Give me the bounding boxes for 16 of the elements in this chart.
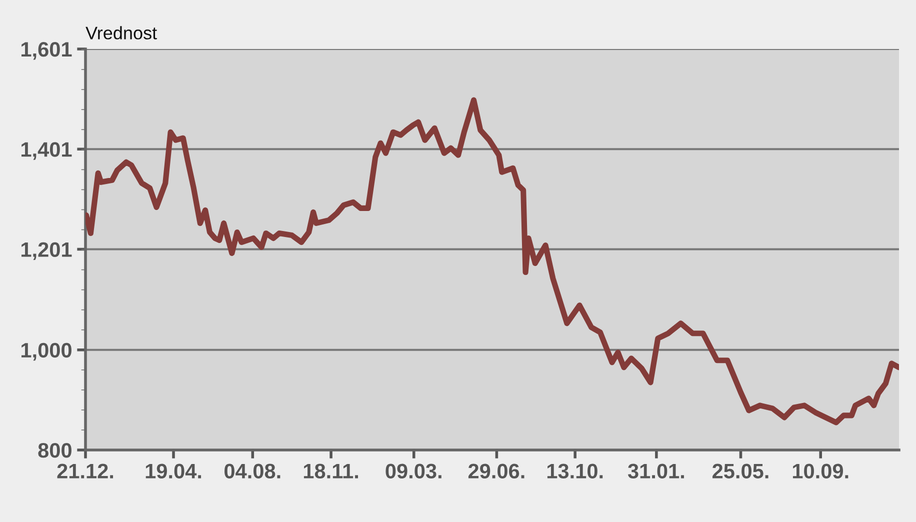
y-tick-label: 1,000 xyxy=(21,342,72,361)
y-tick-label: 800 xyxy=(38,443,72,458)
y-tick-label: 1,401 xyxy=(21,142,72,160)
x-tick-label: 04.08. xyxy=(224,464,280,478)
x-tick-label: 19.04. xyxy=(146,464,202,478)
x-tick-label: 10.09. xyxy=(792,464,848,478)
x-tick-label: 31.01. xyxy=(628,464,684,479)
x-tick-label: 13.10. xyxy=(547,464,603,479)
x-tick-label: 09.03. xyxy=(386,464,442,479)
x-tick-label: 21.12. xyxy=(57,464,114,478)
y-tick-label: 1,201 xyxy=(21,242,72,260)
x-tick-label: 18.11. xyxy=(304,464,358,478)
y-tick-label: 1,601 xyxy=(21,42,72,60)
x-tick-label: 25.05. xyxy=(712,464,768,478)
y-axis-title: Vrednost xyxy=(86,26,157,40)
x-tick-label: 29.06. xyxy=(468,464,524,478)
